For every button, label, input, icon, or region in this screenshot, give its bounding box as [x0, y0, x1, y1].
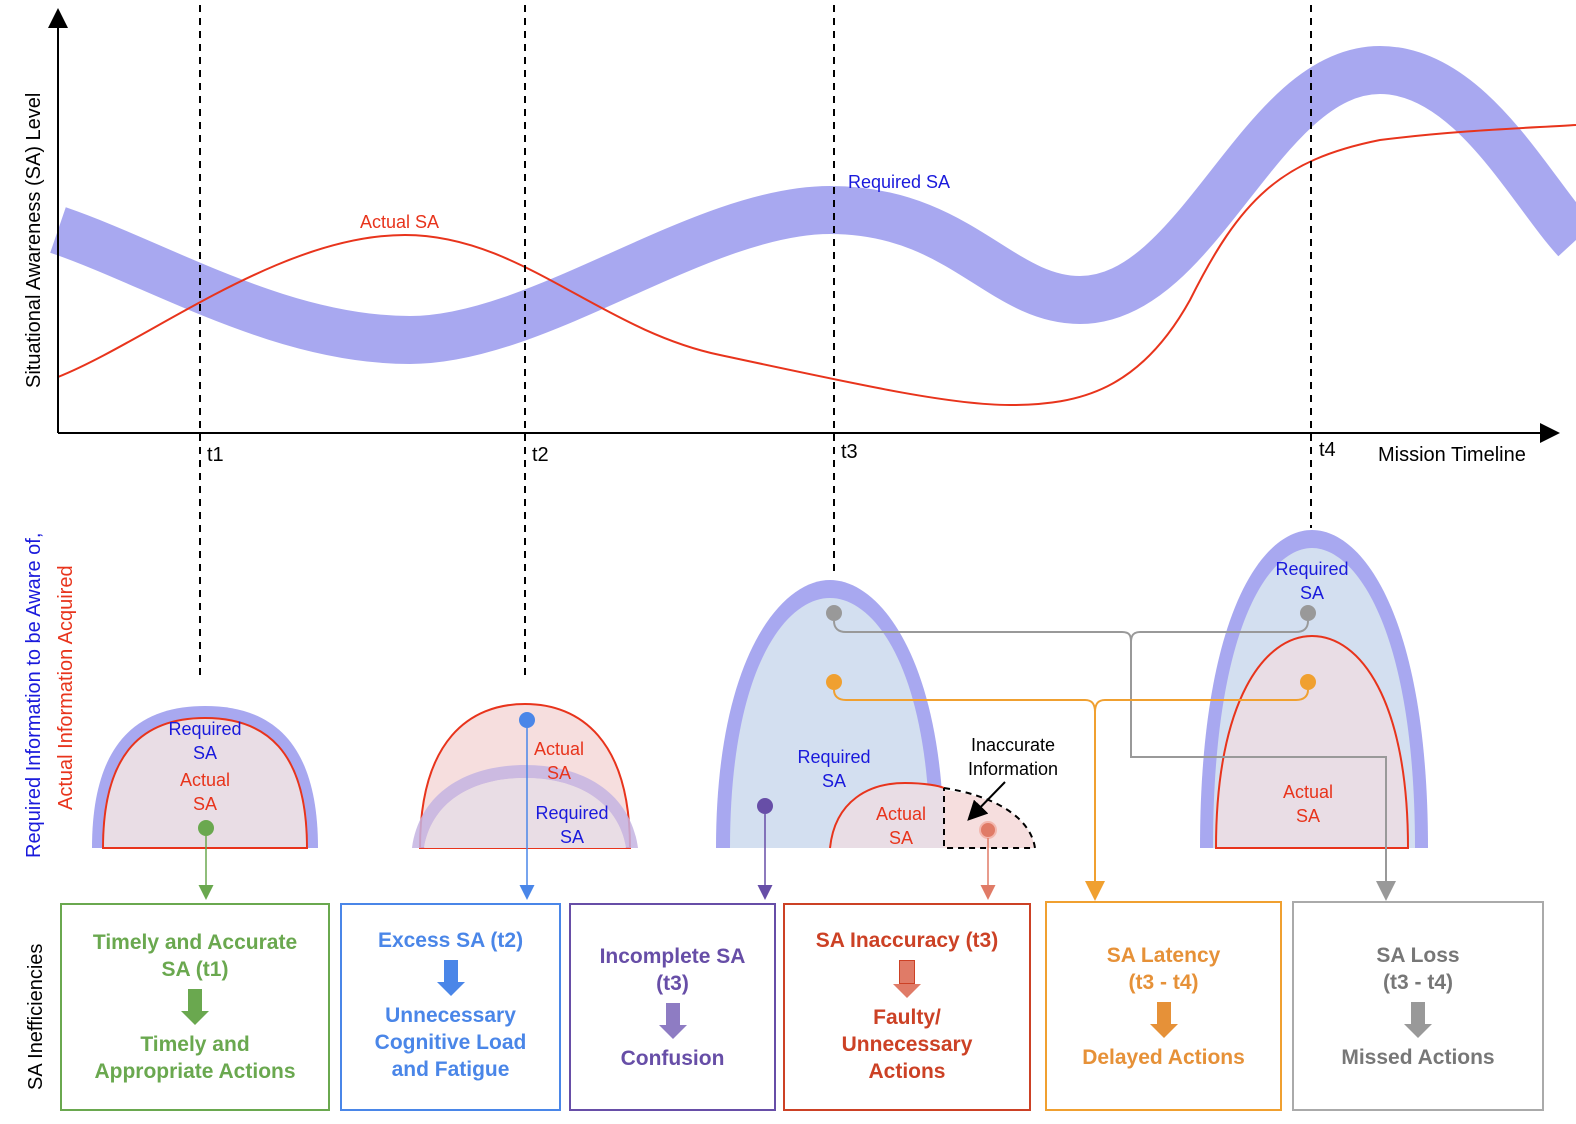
- svg-text:SA: SA: [889, 828, 913, 848]
- down-arrow-icon: [893, 954, 921, 1004]
- incomplete-sa-box: Incomplete SA (t3) Confusion: [569, 903, 776, 1111]
- box-title: Excess SA (t2): [377, 929, 524, 952]
- x-axis-label: Mission Timeline: [1378, 444, 1526, 466]
- box-result: Delayed Actions: [1082, 1045, 1245, 1069]
- box-result: Confusion: [620, 1046, 725, 1070]
- svg-text:Required: Required: [797, 747, 870, 767]
- sa-loss-box: SA Loss (t3 - t4) Missed Actions: [1292, 901, 1544, 1111]
- actual-sa-label: Actual SA: [360, 212, 439, 232]
- box-result: Unnecessary Cognitive Load and Fatigue: [374, 1004, 527, 1081]
- svg-text:Required: Required: [535, 803, 608, 823]
- svg-text:Actual: Actual: [1283, 782, 1333, 802]
- svg-text:Information: Information: [968, 759, 1058, 779]
- excess-sa-box: Excess SA (t2) Unnecessary Cognitive Loa…: [340, 903, 561, 1111]
- down-arrow-icon: [1149, 996, 1178, 1044]
- box-title: SA Latency (t3 - t4): [1106, 943, 1221, 994]
- svg-text:SA: SA: [822, 771, 846, 791]
- box-result: Timely and Appropriate Actions: [94, 1033, 296, 1083]
- required-sa-label: Required SA: [848, 172, 950, 192]
- svg-text:SA: SA: [193, 794, 217, 814]
- box-title: Timely and Accurate SA (t1): [92, 931, 298, 981]
- box-title: SA Inaccuracy (t3): [815, 929, 999, 952]
- svg-text:SA: SA: [560, 827, 584, 847]
- svg-text:Actual: Actual: [180, 770, 230, 790]
- dome-t1: Required SA Actual SA: [92, 706, 318, 900]
- time-lines: [199, 5, 1312, 680]
- svg-text:Inaccurate: Inaccurate: [971, 735, 1055, 755]
- sa-latency-connector: [826, 674, 1316, 901]
- svg-text:SA: SA: [1300, 583, 1324, 603]
- svg-text:Actual: Actual: [876, 804, 926, 824]
- y-axis-label: Situational Awareness (SA) Level: [23, 93, 45, 388]
- box-result: Faulty/ Unnecessary Actions: [841, 1006, 973, 1083]
- timely-accurate-sa-box: Timely and Accurate SA (t1) Timely and A…: [60, 903, 330, 1111]
- svg-text:Required: Required: [1275, 559, 1348, 579]
- svg-text:SA: SA: [1296, 806, 1320, 826]
- required-sa-band: [50, 45, 1576, 365]
- t2-label: t2: [532, 444, 549, 466]
- side-label-actual: Actual Information Acquired: [55, 565, 77, 810]
- side-label-required: Required Information to be Aware of,: [23, 533, 45, 858]
- t3-label: t3: [841, 441, 858, 463]
- sa-latency-box: SA Latency (t3 - t4) Delayed Actions: [1045, 901, 1282, 1111]
- sa-inefficiencies-label: SA Inefficiencies: [25, 944, 47, 1090]
- box-title: Incomplete SA (t3): [599, 944, 746, 995]
- svg-text:Actual: Actual: [534, 739, 584, 759]
- t4-label: t4: [1319, 439, 1336, 461]
- sa-inaccuracy-box: SA Inaccuracy (t3) Faulty/ Unnecessary A…: [783, 903, 1031, 1111]
- box-result: Missed Actions: [1341, 1045, 1495, 1069]
- down-arrow-icon: [436, 954, 465, 1002]
- down-arrow-icon: [658, 997, 687, 1045]
- dome-t4: Required SA Actual SA: [1200, 530, 1428, 849]
- svg-text:Required: Required: [168, 719, 241, 739]
- svg-text:SA: SA: [547, 763, 571, 783]
- down-arrow-icon: [1404, 996, 1432, 1044]
- dome-t3: Required SA Actual SA Inaccurate Informa…: [716, 580, 1058, 900]
- t1-label: t1: [207, 444, 224, 466]
- down-arrow-icon: [181, 983, 209, 1031]
- svg-text:SA: SA: [193, 743, 217, 763]
- box-title: SA Loss (t3 - t4): [1376, 943, 1460, 994]
- actual-sa-curve: [57, 124, 1576, 407]
- dome-t2: Actual SA Required SA: [412, 702, 638, 900]
